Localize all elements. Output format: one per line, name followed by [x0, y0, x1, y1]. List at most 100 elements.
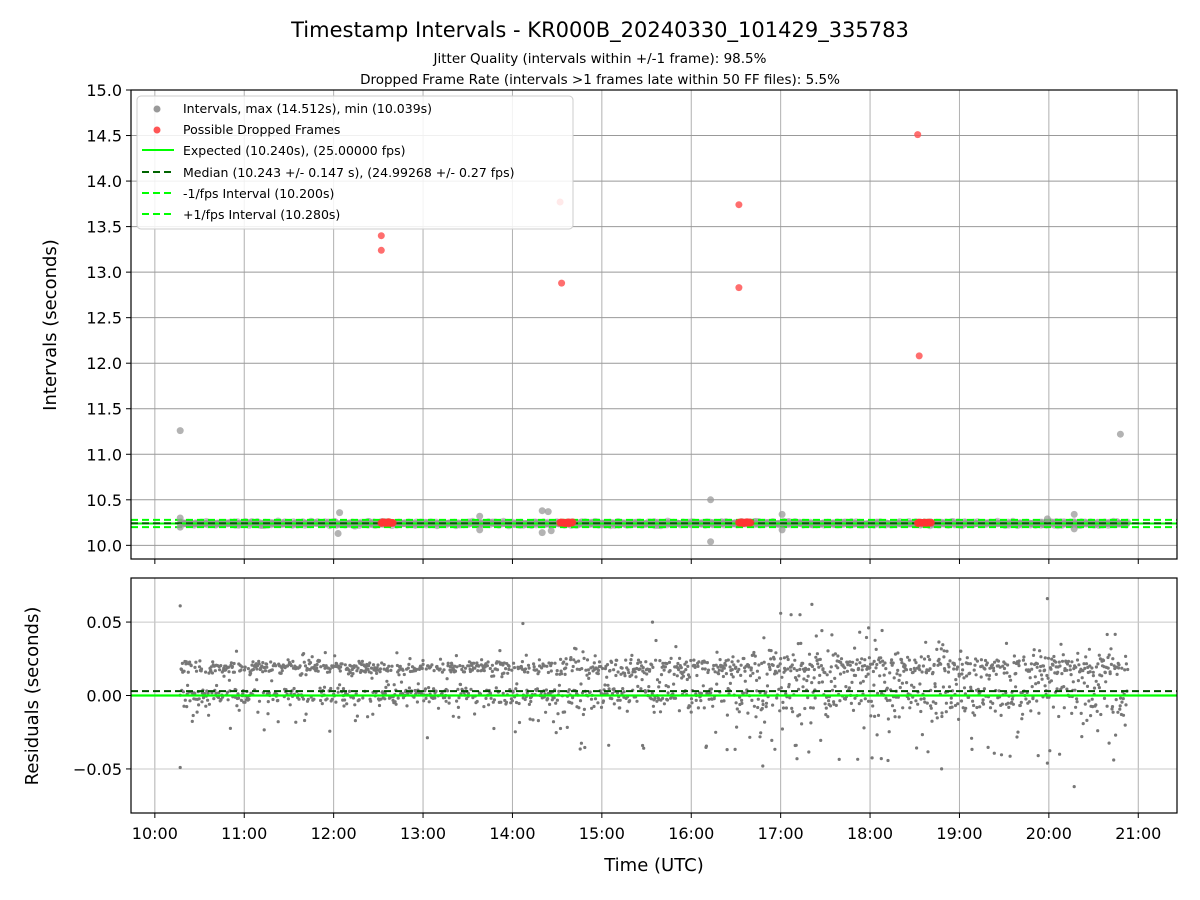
residual-point: [351, 672, 354, 675]
dropped-frame-point: [735, 284, 742, 291]
residual-point: [235, 704, 238, 707]
residual-point: [814, 696, 817, 699]
residual-point: [931, 671, 934, 674]
residual-point: [952, 667, 955, 670]
residual-point: [270, 679, 273, 682]
residual-point: [378, 704, 381, 707]
residual-point: [858, 631, 861, 634]
residual-point: [639, 667, 642, 670]
residual-point: [658, 659, 661, 662]
residual-point: [769, 657, 772, 660]
residual-point: [958, 675, 961, 678]
residual-point: [862, 680, 865, 683]
residual-point: [928, 658, 931, 661]
residual-point: [677, 668, 680, 671]
residual-point: [563, 710, 566, 713]
residual-point: [491, 670, 494, 673]
residual-point: [641, 678, 644, 681]
residual-point: [304, 673, 307, 676]
residual-point: [731, 660, 734, 663]
residual-point: [673, 673, 676, 676]
residual-point: [261, 670, 264, 673]
residual-point: [555, 731, 558, 734]
residual-point: [627, 671, 630, 674]
residual-point: [647, 685, 650, 688]
residual-point: [230, 661, 233, 664]
residual-point: [795, 669, 798, 672]
residual-point: [487, 703, 490, 706]
residual-point: [483, 669, 486, 672]
residual-point: [1089, 714, 1092, 717]
residual-point: [834, 652, 837, 655]
x-tick-label-8: 18:00: [847, 824, 893, 843]
residual-point: [536, 687, 539, 690]
residual-point: [496, 668, 499, 671]
residual-point: [773, 657, 776, 660]
residual-point: [1077, 663, 1080, 666]
residual-point: [188, 699, 191, 702]
residual-point: [824, 702, 827, 705]
residual-point: [583, 746, 586, 749]
residual-point: [945, 650, 948, 653]
residuals-x-ticks: 10:00 11:00 12:00 13:00 14:00 15:00 16:00 17:00…: [132, 813, 1162, 843]
residual-point: [883, 681, 886, 684]
residual-point: [971, 700, 974, 703]
residual-point: [690, 701, 693, 704]
residual-point: [972, 704, 975, 707]
residual-outlier-point: [795, 757, 798, 760]
residual-point: [836, 666, 839, 669]
residual-point: [918, 668, 921, 671]
residual-point: [553, 696, 556, 699]
residual-point: [269, 660, 272, 663]
residual-point: [948, 685, 951, 688]
residual-point: [302, 698, 305, 701]
residual-point: [758, 735, 761, 738]
residual-point: [858, 702, 861, 705]
residual-point: [831, 689, 834, 692]
residual-point: [695, 674, 698, 677]
intervals-y-tick-label-4: 12.0: [86, 354, 122, 373]
residual-point: [793, 667, 796, 670]
residual-point: [281, 669, 284, 672]
residual-point: [580, 667, 583, 670]
residual-point: [933, 682, 936, 685]
residual-point: [389, 669, 392, 672]
residual-point: [421, 659, 424, 662]
residual-point: [227, 698, 230, 701]
residual-point: [188, 661, 191, 664]
residual-point: [980, 675, 983, 678]
residual-point: [915, 746, 918, 749]
residual-point: [795, 744, 798, 747]
residual-point: [507, 668, 510, 671]
x-tick-label-4: 14:00: [489, 824, 535, 843]
residual-point: [589, 690, 592, 693]
residual-outlier-point: [179, 604, 182, 607]
intervals-y-tick-label-9: 14.5: [86, 127, 122, 146]
residual-point: [499, 701, 502, 704]
residual-point: [629, 658, 632, 661]
residual-point: [397, 673, 400, 676]
residual-point: [734, 666, 737, 669]
residual-point: [200, 700, 203, 703]
residual-point: [923, 657, 926, 660]
residual-point: [264, 669, 267, 672]
interval-outlier-point: [545, 508, 552, 515]
residual-point: [970, 748, 973, 751]
residual-point: [927, 655, 930, 658]
residual-point: [1061, 660, 1064, 663]
residual-point: [905, 668, 908, 671]
residual-point: [1096, 729, 1099, 732]
residual-point: [645, 672, 648, 675]
residual-point: [337, 691, 340, 694]
x-tick-label-11: 21:00: [1115, 824, 1161, 843]
residual-point: [819, 658, 822, 661]
residual-point: [893, 676, 896, 679]
residual-point: [1029, 709, 1032, 712]
residual-point: [455, 665, 458, 668]
residual-point: [838, 758, 841, 761]
residual-point: [820, 664, 823, 667]
residual-point: [765, 705, 768, 708]
residual-point: [265, 666, 268, 669]
residual-point: [1117, 666, 1120, 669]
intervals-y-tick-label-0: 10.0: [86, 536, 122, 555]
